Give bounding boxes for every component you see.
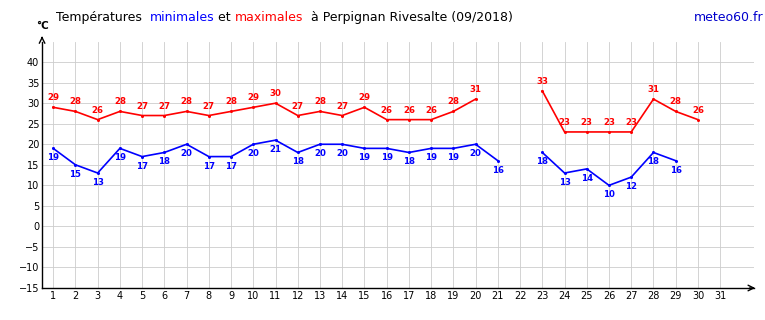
Text: 17: 17 — [136, 162, 148, 171]
Text: 13: 13 — [558, 178, 571, 187]
Text: 18: 18 — [536, 157, 549, 166]
Text: 28: 28 — [181, 98, 193, 107]
Text: 23: 23 — [558, 118, 571, 127]
Text: 31: 31 — [647, 85, 659, 94]
Text: 27: 27 — [158, 101, 171, 111]
Text: 19: 19 — [47, 153, 59, 162]
Text: 12: 12 — [625, 182, 637, 191]
Text: 18: 18 — [647, 157, 659, 166]
Text: 21: 21 — [269, 145, 282, 154]
Text: à Perpignan Rivesalte (09/2018): à Perpignan Rivesalte (09/2018) — [304, 11, 513, 24]
Text: 20: 20 — [181, 149, 193, 158]
Text: 19: 19 — [448, 153, 459, 162]
Text: 19: 19 — [114, 153, 126, 162]
Text: 29: 29 — [359, 93, 370, 102]
Text: 17: 17 — [225, 162, 237, 171]
Text: 29: 29 — [247, 93, 259, 102]
Text: 26: 26 — [381, 106, 392, 115]
Text: 23: 23 — [625, 118, 637, 127]
Text: 23: 23 — [603, 118, 615, 127]
Text: 30: 30 — [269, 89, 282, 98]
Text: 18: 18 — [403, 157, 415, 166]
Text: 26: 26 — [403, 106, 415, 115]
Text: maximales: maximales — [235, 11, 304, 24]
Text: 27: 27 — [291, 101, 304, 111]
Text: 15: 15 — [70, 170, 81, 179]
Text: meteo60.fr: meteo60.fr — [694, 11, 763, 24]
Text: 28: 28 — [314, 98, 326, 107]
Text: 28: 28 — [225, 98, 237, 107]
Text: 18: 18 — [291, 157, 304, 166]
Text: 17: 17 — [203, 162, 215, 171]
Text: 27: 27 — [336, 101, 348, 111]
Text: 26: 26 — [425, 106, 437, 115]
Text: 10: 10 — [603, 190, 615, 199]
Text: 31: 31 — [470, 85, 482, 94]
Text: 16: 16 — [492, 166, 504, 175]
Text: 28: 28 — [70, 98, 81, 107]
Text: 20: 20 — [247, 149, 259, 158]
Text: 28: 28 — [448, 98, 459, 107]
Text: 28: 28 — [669, 98, 682, 107]
Text: minimales: minimales — [150, 11, 214, 24]
Text: 13: 13 — [92, 178, 103, 187]
Text: 19: 19 — [359, 153, 370, 162]
Text: °C: °C — [36, 21, 48, 31]
Text: 20: 20 — [470, 149, 481, 158]
Text: 19: 19 — [425, 153, 437, 162]
Text: 27: 27 — [136, 101, 148, 111]
Text: 19: 19 — [381, 153, 392, 162]
Text: 27: 27 — [203, 101, 215, 111]
Text: 20: 20 — [337, 149, 348, 158]
Text: 18: 18 — [158, 157, 171, 166]
Text: 20: 20 — [314, 149, 326, 158]
Text: 28: 28 — [114, 98, 126, 107]
Text: 26: 26 — [692, 106, 704, 115]
Text: 26: 26 — [92, 106, 103, 115]
Text: 14: 14 — [581, 174, 593, 183]
Text: et: et — [214, 11, 235, 24]
Text: 23: 23 — [581, 118, 593, 127]
Text: 29: 29 — [47, 93, 59, 102]
Text: 16: 16 — [669, 166, 682, 175]
Text: 33: 33 — [536, 77, 549, 86]
Text: Températures: Températures — [56, 11, 150, 24]
